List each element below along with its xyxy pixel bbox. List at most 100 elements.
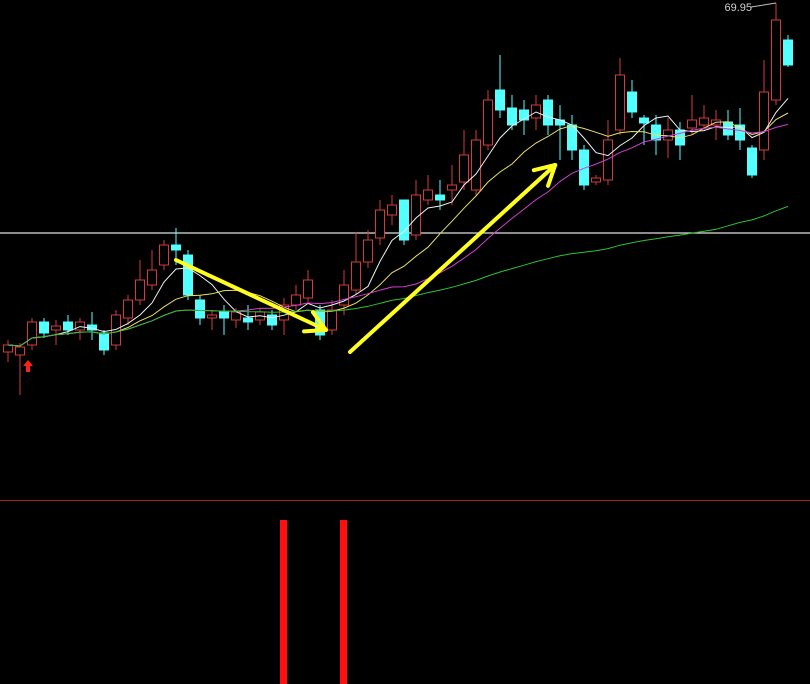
- candle-body: [195, 299, 205, 319]
- candle: [183, 250, 193, 300]
- candle: [615, 58, 625, 135]
- candle: [3, 340, 13, 362]
- candle: [159, 240, 169, 270]
- candle: [567, 115, 577, 160]
- candle: [303, 270, 313, 302]
- candle: [267, 310, 277, 330]
- candle-body: [303, 279, 313, 299]
- candle: [27, 318, 37, 350]
- candle-body: [27, 321, 37, 346]
- candle-body: [243, 317, 253, 323]
- candle-body: [459, 154, 469, 183]
- candle: [39, 318, 49, 338]
- candle-body: [351, 261, 361, 291]
- candle-body: [735, 124, 745, 141]
- candle-body: [483, 99, 493, 146]
- trend-arrow-head: [302, 310, 328, 334]
- candle-body: [159, 244, 169, 266]
- candle-body: [759, 91, 769, 151]
- buy-arrow-icon: [23, 360, 33, 372]
- candle: [435, 180, 445, 210]
- candle: [171, 228, 181, 265]
- candle: [51, 320, 61, 345]
- candle-body: [435, 194, 445, 201]
- candle-body: [543, 99, 553, 126]
- ma5-line: [7, 98, 789, 347]
- candle: [507, 95, 517, 130]
- candle-body: [147, 269, 157, 286]
- high-price-label: 69.95: [724, 2, 752, 14]
- moving-averages: [7, 98, 789, 347]
- candle: [495, 55, 505, 118]
- candle-body: [639, 117, 649, 124]
- candle: [399, 199, 409, 245]
- candle-body: [363, 239, 373, 263]
- candle-body: [399, 199, 409, 241]
- candle: [699, 105, 709, 130]
- candle-body: [519, 109, 529, 121]
- candle: [543, 95, 553, 135]
- candle-body: [39, 321, 49, 334]
- candle: [471, 130, 481, 195]
- candle-body: [387, 204, 397, 216]
- candle-body: [123, 299, 133, 319]
- candle: [579, 145, 589, 190]
- candle-body: [375, 209, 385, 239]
- candle: [459, 130, 469, 190]
- candle-body: [183, 254, 193, 296]
- candle: [771, 3, 781, 105]
- candle: [423, 175, 433, 205]
- ma10-line: [7, 112, 789, 347]
- candle: [375, 200, 385, 245]
- candle-body: [51, 325, 61, 331]
- candle: [411, 180, 421, 240]
- candle: [747, 145, 757, 178]
- candle: [555, 105, 565, 160]
- signal-bar: [280, 520, 287, 684]
- candle-body: [627, 91, 637, 113]
- candle-body: [171, 244, 181, 251]
- candle-body: [495, 89, 505, 111]
- trend-arrow-shaft: [348, 163, 558, 354]
- high-label-group: 69.95: [724, 2, 777, 14]
- candle-body: [207, 314, 217, 319]
- candle: [15, 343, 25, 395]
- candle: [675, 122, 685, 160]
- candle-body: [219, 311, 229, 319]
- candle-body: [579, 149, 589, 186]
- candle: [279, 298, 289, 335]
- candle-body: [75, 321, 85, 331]
- candle-body: [291, 294, 301, 306]
- candle-body: [615, 74, 625, 131]
- candle-body: [783, 39, 793, 66]
- candle-body: [3, 344, 13, 353]
- candle-body: [507, 107, 517, 126]
- candle-body: [135, 279, 145, 301]
- candle: [363, 230, 373, 268]
- candle-body: [555, 119, 565, 126]
- candle-body: [591, 177, 601, 183]
- candle-body: [411, 194, 421, 236]
- candle: [627, 80, 637, 118]
- candle: [219, 305, 229, 335]
- candle-body: [447, 184, 457, 191]
- candle-body: [699, 117, 709, 126]
- candle-body: [327, 309, 337, 331]
- candle: [783, 35, 793, 67]
- candle: [759, 60, 769, 160]
- candle: [687, 95, 697, 135]
- candle-body: [99, 332, 109, 351]
- candle: [663, 118, 673, 158]
- candle: [147, 250, 157, 290]
- candle: [351, 232, 361, 295]
- candle-body: [15, 346, 25, 356]
- candle: [639, 115, 649, 145]
- candle: [195, 295, 205, 325]
- candle: [447, 165, 457, 205]
- candle: [519, 100, 529, 135]
- candle: [75, 318, 85, 340]
- candle-body: [687, 119, 697, 129]
- candle: [651, 115, 661, 155]
- candle: [591, 175, 601, 185]
